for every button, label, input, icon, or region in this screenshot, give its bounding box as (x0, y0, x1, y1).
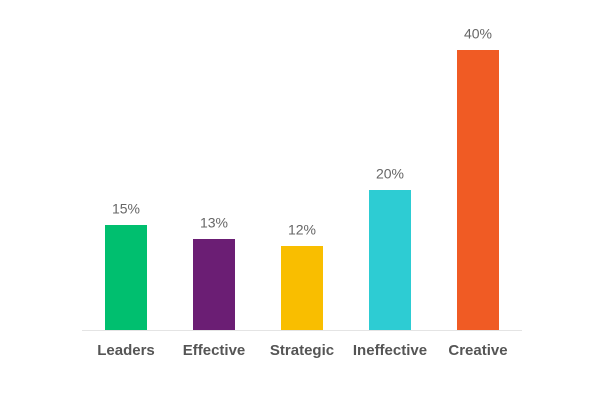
x-tick-label: Leaders (97, 342, 155, 359)
value-label: 13% (200, 215, 228, 231)
bar (457, 50, 499, 330)
bar (369, 190, 411, 330)
bar (281, 246, 323, 330)
value-label: 40% (464, 26, 492, 42)
value-label: 12% (288, 222, 316, 238)
x-tick-label: Strategic (270, 342, 334, 359)
value-label: 20% (376, 166, 404, 182)
x-tick-label: Creative (448, 342, 507, 359)
bar (105, 225, 147, 330)
bar (193, 239, 235, 330)
value-label: 15% (112, 201, 140, 217)
x-tick-label: Ineffective (353, 342, 427, 359)
x-tick-label: Effective (183, 342, 246, 359)
